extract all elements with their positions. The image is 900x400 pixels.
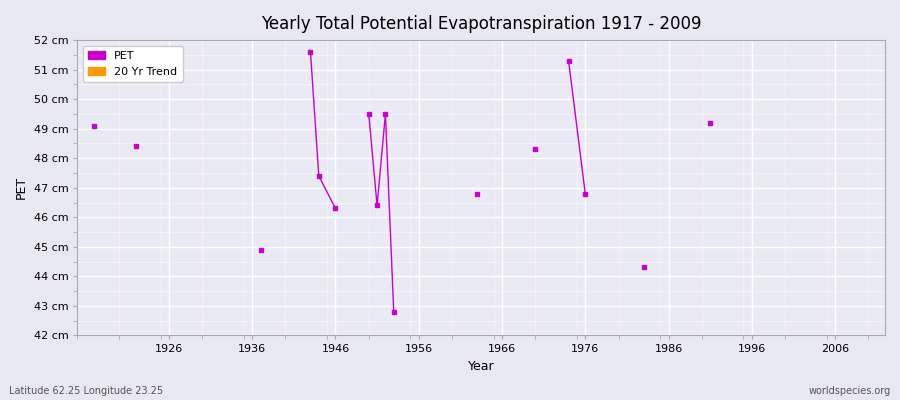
Text: Latitude 62.25 Longitude 23.25: Latitude 62.25 Longitude 23.25 xyxy=(9,386,163,396)
Legend: PET, 20 Yr Trend: PET, 20 Yr Trend xyxy=(83,46,183,82)
Y-axis label: PET: PET xyxy=(15,176,28,199)
Title: Yearly Total Potential Evapotranspiration 1917 - 2009: Yearly Total Potential Evapotranspiratio… xyxy=(261,15,701,33)
Text: worldspecies.org: worldspecies.org xyxy=(809,386,891,396)
X-axis label: Year: Year xyxy=(468,360,494,373)
